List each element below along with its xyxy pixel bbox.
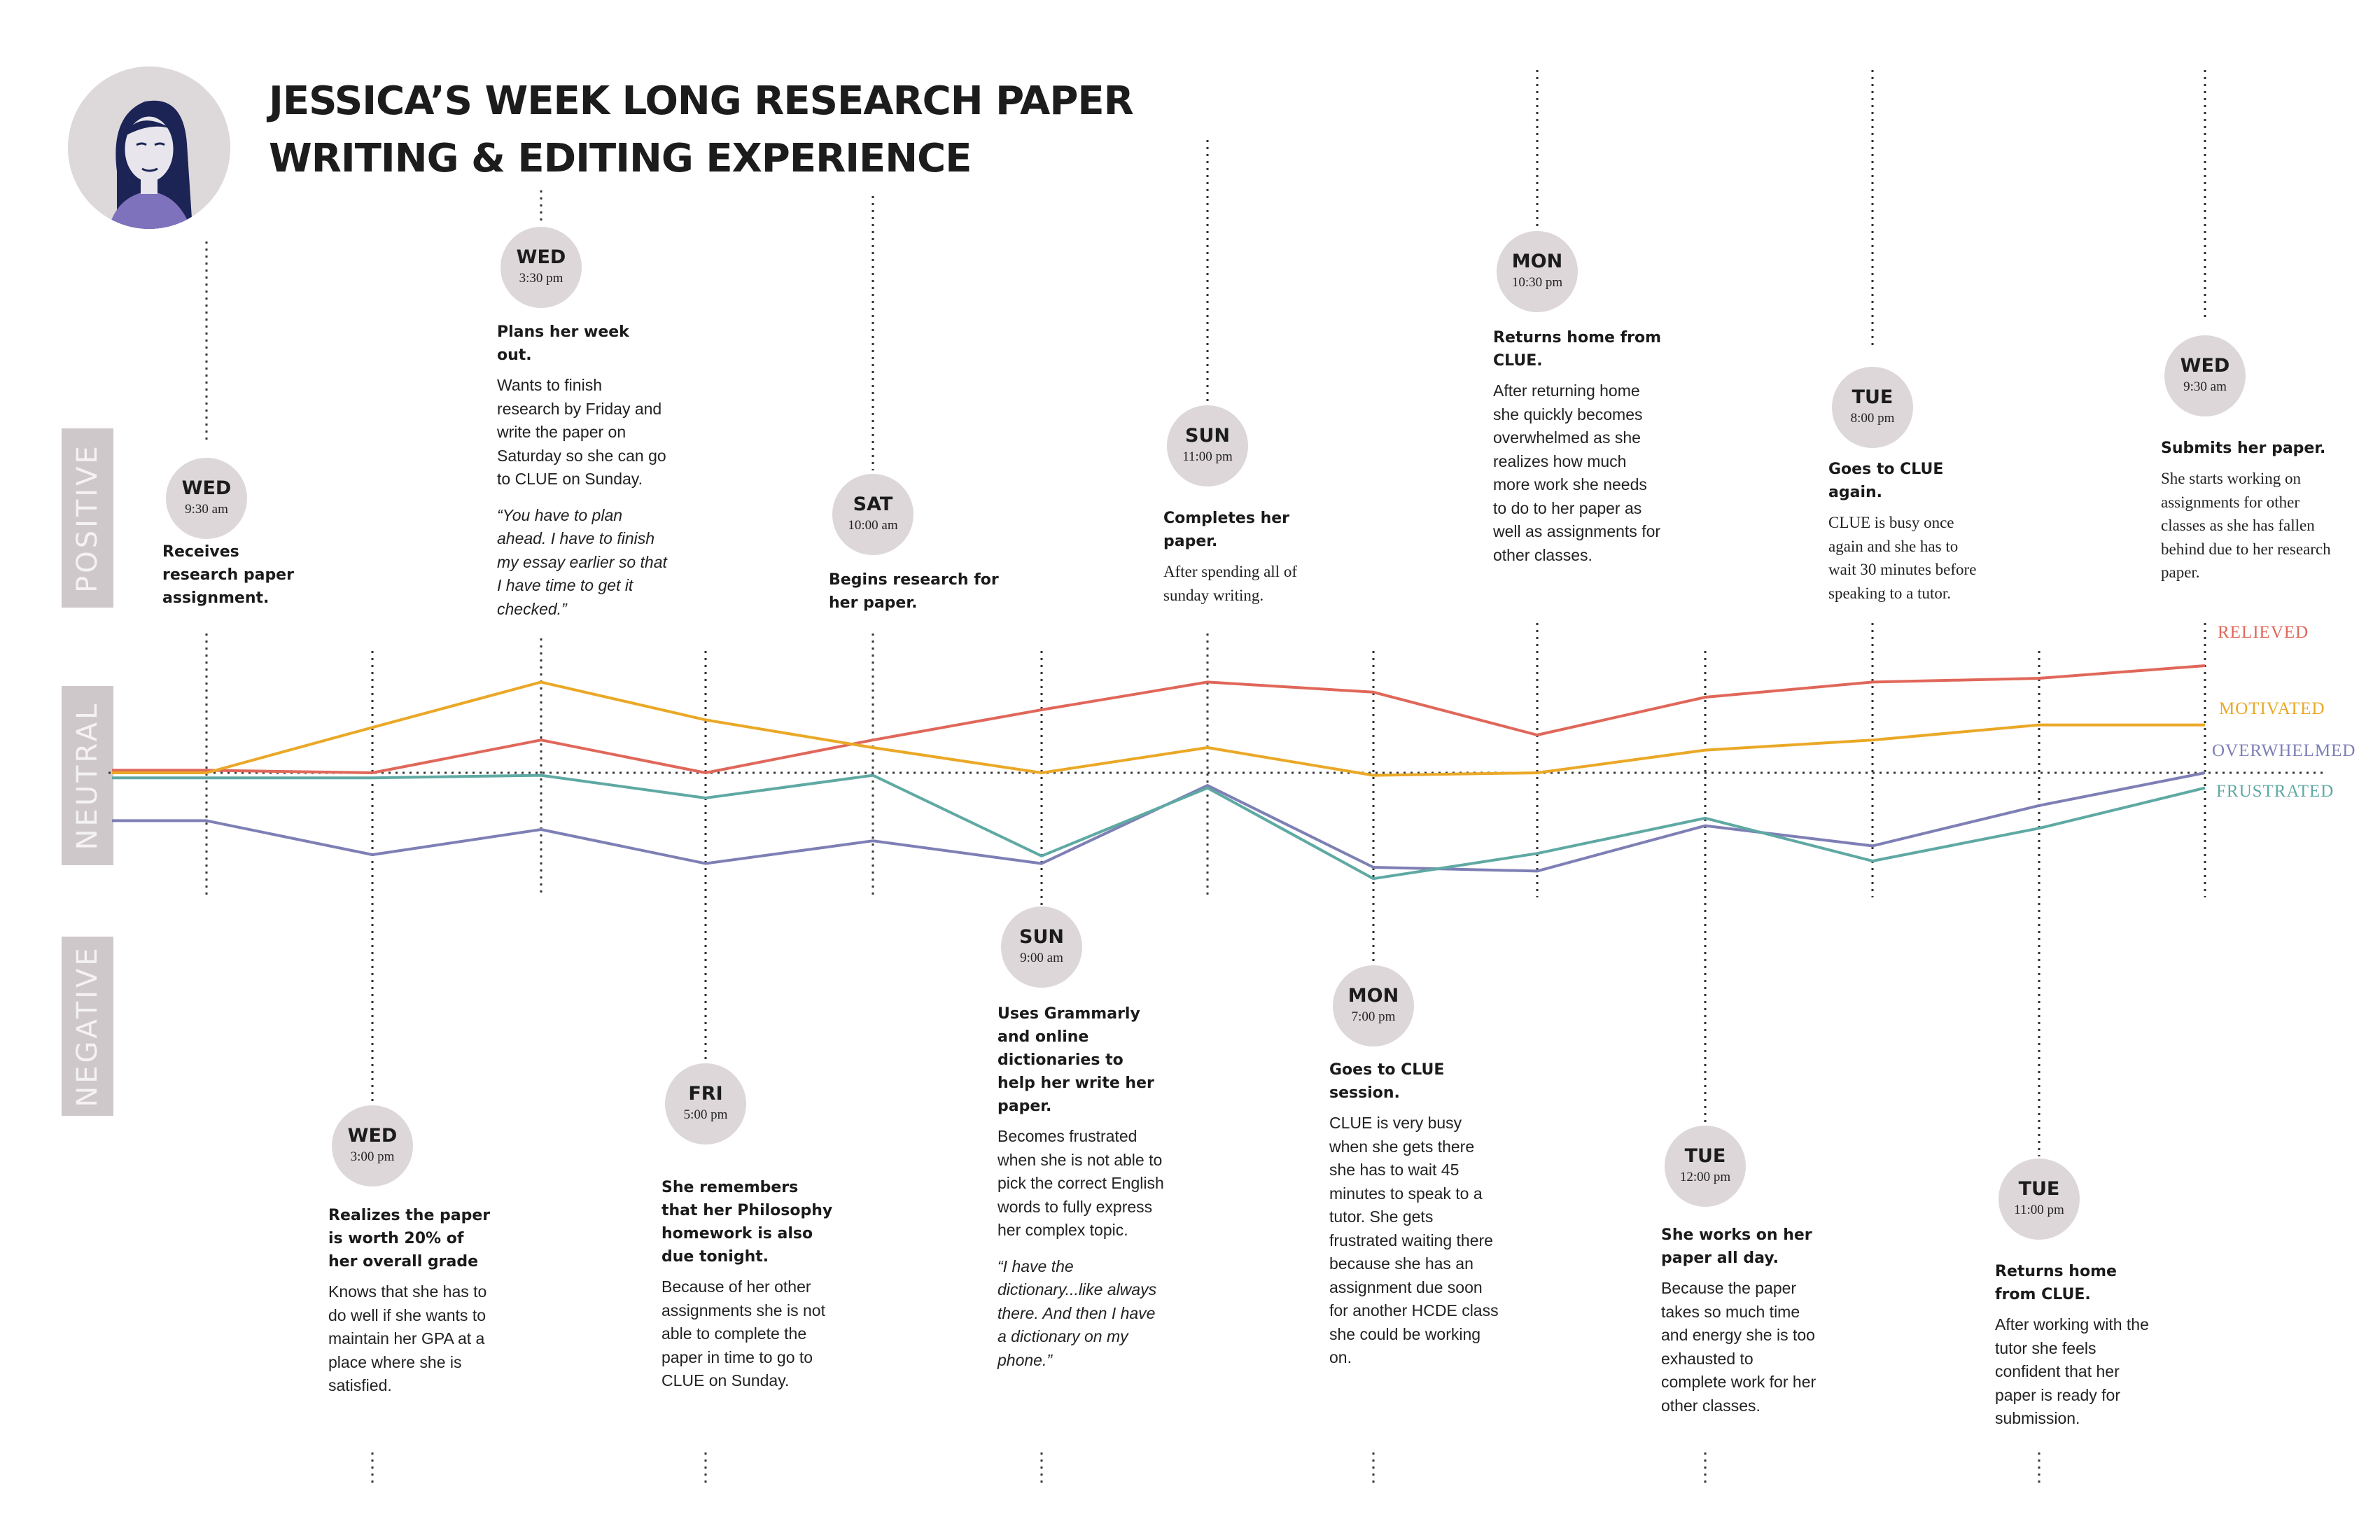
event-day: WED xyxy=(516,246,566,268)
event-heading: Goes to CLUE again. xyxy=(1828,461,1944,501)
event-bubble: WED 9:30 am xyxy=(166,458,247,539)
event-time: 10:30 pm xyxy=(1511,275,1563,290)
event-heading: Uses Grammarly and online dictionaries t… xyxy=(997,1005,1154,1115)
event-time: 11:00 pm xyxy=(1182,449,1233,464)
series-line-overwhelmed xyxy=(112,771,2206,873)
event-note: Completes her paper. After spending all o… xyxy=(1163,507,1324,607)
emotion-series xyxy=(112,664,2206,881)
event-bubble: FRI 5:00 pm xyxy=(665,1063,746,1144)
event-bubble: SUN 11:00 pm xyxy=(1167,405,1248,486)
event-description: After working with the tutor she feels c… xyxy=(1995,1315,2149,1427)
event-note: Receives research paper assignment. xyxy=(162,540,309,610)
event-note: Goes to CLUE again. CLUE is busy once aga… xyxy=(1828,458,1989,605)
event-note: Uses Grammarly and online dictionaries t… xyxy=(997,1002,1166,1372)
event-quote: “You have to plan ahead. I have to finis… xyxy=(497,505,667,618)
event-day: WED xyxy=(181,477,232,499)
event-description: After returning home she quickly becomes… xyxy=(1493,382,1661,564)
event-note: Begins research for her paper. xyxy=(829,568,1000,615)
event-heading: Completes her paper. xyxy=(1163,510,1290,550)
event-time: 3:00 pm xyxy=(350,1149,395,1164)
event-note: Plans her week out. Wants to finish resea… xyxy=(497,321,668,621)
event-time: 9:30 am xyxy=(2183,379,2227,394)
page-title: JESSICA’S WEEK LONG RESEARCH PAPER WRITI… xyxy=(269,73,1134,188)
series-line-motivated xyxy=(112,680,2205,777)
event-time: 7:00 pm xyxy=(1351,1009,1396,1024)
series-line-relieved xyxy=(112,664,2206,774)
event-day: TUE xyxy=(1851,386,1893,408)
event-day: WED xyxy=(347,1125,398,1147)
event-heading: She works on her paper all day. xyxy=(1661,1226,1812,1267)
event-time: 11:00 pm xyxy=(2014,1203,2064,1217)
event-day: FRI xyxy=(688,1083,723,1105)
event-note: Submits her paper. She starts working on … xyxy=(2161,437,2332,584)
event-description: After spending all of sunday writing. xyxy=(1163,563,1297,604)
event-description: Because the paper takes so much time and… xyxy=(1661,1279,1816,1415)
event-description: Becomes frustrated when she is not able … xyxy=(997,1127,1164,1239)
event-time: 3:30 pm xyxy=(519,271,564,286)
event-time: 9:00 am xyxy=(1020,951,1063,965)
event-day: SUN xyxy=(1185,425,1230,447)
event-heading: Realizes the paper is worth 20% of her o… xyxy=(328,1207,491,1270)
event-note: Realizes the paper is worth 20% of her o… xyxy=(328,1204,496,1398)
event-bubble: TUE 11:00 pm xyxy=(1998,1158,2080,1240)
event-bubble: WED 3:30 pm xyxy=(500,227,582,308)
legend-frustrated: FRUSTRATED xyxy=(2216,782,2334,801)
event-description: She starts working on assignments for ot… xyxy=(2161,470,2331,581)
event-heading: Goes to CLUE session. xyxy=(1329,1061,1445,1102)
event-description: Wants to finish research by Friday and w… xyxy=(497,376,666,488)
event-bubble: WED 3:00 pm xyxy=(332,1105,413,1186)
event-note: Returns home from CLUE. After returning h… xyxy=(1493,326,1665,567)
event-description: CLUE is busy once again and she has to w… xyxy=(1828,514,1977,602)
event-heading: Plans her week out. xyxy=(497,323,629,364)
event-heading: Returns home from CLUE. xyxy=(1995,1263,2117,1303)
event-bubble: SUN 9:00 am xyxy=(1001,906,1082,988)
title-line-1: JESSICA’S WEEK LONG RESEARCH PAPER xyxy=(269,78,1134,124)
zone-positive: POSITIVE xyxy=(62,428,113,608)
event-time: 5:00 pm xyxy=(683,1107,728,1122)
event-bubble: WED 9:30 am xyxy=(2164,335,2246,416)
event-description: Knows that she has to do well if she wan… xyxy=(328,1282,487,1394)
event-day: SAT xyxy=(853,493,893,515)
event-description: Because of her other assignments she is … xyxy=(662,1278,825,1390)
event-quote: “I have the dictionary...like always the… xyxy=(997,1256,1157,1369)
title-line-2: WRITING & EDITING EXPERIENCE xyxy=(269,136,972,181)
series-line-frustrated xyxy=(112,774,2206,881)
jessica-avatar xyxy=(68,66,230,229)
zone-neutral: NEUTRAL xyxy=(62,686,113,865)
event-time: 10:00 am xyxy=(848,518,898,533)
event-day: TUE xyxy=(1684,1145,1726,1167)
event-time: 8:00 pm xyxy=(1850,411,1895,426)
event-bubble: MON 7:00 pm xyxy=(1333,965,1414,1046)
event-heading: Returns home from CLUE. xyxy=(1493,329,1662,370)
event-bubble: TUE 8:00 pm xyxy=(1832,367,1913,448)
legend-motivated: MOTIVATED xyxy=(2219,699,2325,718)
event-day: WED xyxy=(2180,355,2230,377)
event-bubble: SAT 10:00 am xyxy=(832,474,913,555)
event-heading: Submits her paper. xyxy=(2161,440,2326,457)
event-time: 9:30 am xyxy=(185,502,228,517)
event-bubble: TUE 12:00 pm xyxy=(1665,1126,1746,1207)
event-day: MON xyxy=(1348,985,1399,1007)
event-note: She works on her paper all day. Because t… xyxy=(1661,1224,1822,1418)
event-heading: Receives research paper assignment. xyxy=(162,543,294,607)
event-day: SUN xyxy=(1019,926,1064,948)
event-note: Returns home from CLUE. After working wit… xyxy=(1995,1260,2149,1431)
legend-overwhelmed: OVERWHELMED xyxy=(2212,741,2356,760)
event-day: MON xyxy=(1511,251,1563,272)
event-day: TUE xyxy=(2018,1178,2060,1200)
legend-relieved: RELIEVED xyxy=(2218,623,2309,642)
event-note: Goes to CLUE session. CLUE is very busy w… xyxy=(1329,1058,1501,1370)
person-portrait-icon xyxy=(108,100,192,229)
event-heading: Begins research for her paper. xyxy=(829,571,999,612)
zone-negative: NEGATIVE xyxy=(62,937,113,1116)
event-description: CLUE is very busy when she gets there sh… xyxy=(1329,1114,1499,1366)
event-time: 12:00 pm xyxy=(1679,1170,1731,1184)
event-note: She remembers that her Philosophy homewo… xyxy=(662,1176,833,1393)
event-heading: She remembers that her Philosophy homewo… xyxy=(662,1179,833,1266)
event-bubble: MON 10:30 pm xyxy=(1497,231,1578,312)
